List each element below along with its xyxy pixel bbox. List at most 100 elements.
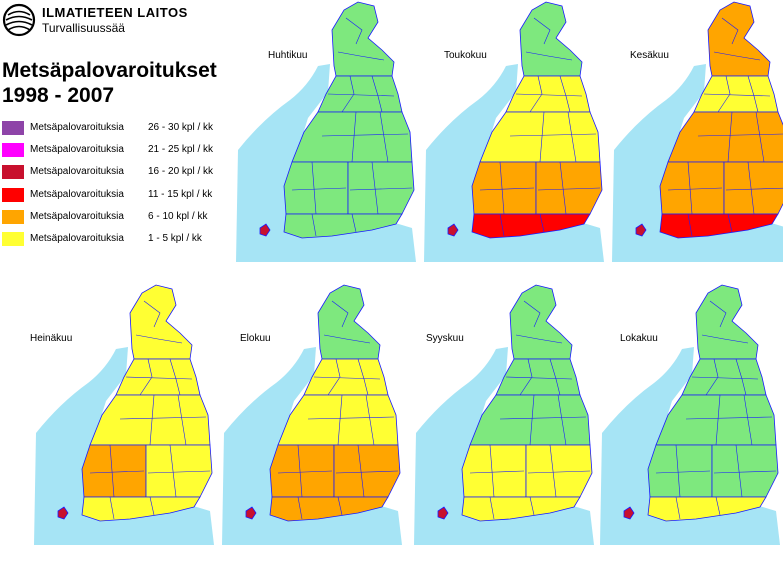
region-border <box>337 394 343 446</box>
region-border <box>125 376 193 380</box>
region-border <box>529 496 535 516</box>
region-central <box>655 394 777 446</box>
region-central <box>89 394 211 446</box>
region-central <box>479 111 601 163</box>
region-border <box>341 75 355 113</box>
region-border <box>489 496 495 520</box>
region-border <box>515 93 583 97</box>
finland-map <box>236 1 416 262</box>
region-coast <box>461 496 581 522</box>
region-border <box>135 334 183 344</box>
region-border <box>357 358 369 396</box>
region-border <box>675 444 681 498</box>
legend-range: 1 - 5 kpl / kk <box>148 232 202 244</box>
region-border <box>549 444 557 498</box>
legend-swatch <box>2 187 24 202</box>
region-coast <box>647 496 767 522</box>
month-label: Lokakuu <box>620 333 658 344</box>
month-map-panel: Elokuu <box>218 283 414 563</box>
month-map-panel: Toukokuu <box>420 0 616 280</box>
region-border <box>687 161 693 215</box>
region-border <box>311 213 317 237</box>
region-border <box>499 416 587 420</box>
region-border <box>709 300 727 328</box>
aland-islands <box>259 223 271 237</box>
title-line-2: 1998 - 2007 <box>2 84 115 107</box>
region-coast <box>81 496 201 522</box>
region-south-east <box>711 444 779 498</box>
sea-area <box>612 64 783 262</box>
legend: Metsäpalovaroituksia 26 - 30 kpl / kk Mets… <box>2 118 242 251</box>
region-coast <box>659 213 779 239</box>
region-south-east <box>723 161 783 215</box>
month-map-panel: Kesäkuu <box>608 0 783 280</box>
region-border <box>515 334 563 344</box>
region-border <box>357 444 365 498</box>
region-border <box>557 394 567 446</box>
region-border <box>177 394 187 446</box>
month-label: Toukokuu <box>444 50 487 61</box>
region-border <box>747 161 755 215</box>
legend-range: 21 - 25 kpl / kk <box>148 144 214 156</box>
region-border <box>713 470 777 474</box>
region-south-east <box>535 161 603 215</box>
region-border <box>523 300 541 328</box>
region-border <box>479 187 535 191</box>
legend-label: Metsäpalovaroituksia <box>30 122 124 133</box>
region-border <box>489 444 495 498</box>
region-border <box>755 111 765 163</box>
month-map-panel: Lokakuu <box>596 283 783 563</box>
legend-swatch <box>2 143 24 158</box>
legend-item: Metsäpalovaroituksia 21 - 25 kpl / kk <box>2 140 242 162</box>
region-border <box>297 444 303 498</box>
region-border <box>499 213 505 237</box>
aland-islands <box>245 506 257 520</box>
region-border <box>351 213 357 233</box>
region-border <box>311 161 317 215</box>
region-border <box>667 187 723 191</box>
month-map-panel: Heinäkuu <box>30 283 226 563</box>
region-border <box>139 358 153 396</box>
legend-range: 6 - 10 kpl / kk <box>148 210 208 222</box>
region-border <box>509 133 597 137</box>
finland-map <box>222 284 402 545</box>
page-title: Metsäpalovaroitukset 1998 - 2007 <box>2 58 242 108</box>
region-border <box>149 496 155 516</box>
sea-area <box>424 64 604 262</box>
region-border <box>525 51 573 61</box>
finland-map <box>414 284 594 545</box>
region-north <box>509 284 573 360</box>
sea-area <box>414 347 594 545</box>
region-border <box>351 111 357 163</box>
region-border <box>725 187 783 191</box>
sea-area <box>236 64 416 262</box>
region-border <box>727 213 733 233</box>
region-border <box>675 496 681 520</box>
region-border <box>169 358 181 396</box>
region-border <box>505 376 573 380</box>
region-border <box>527 470 591 474</box>
region-border <box>335 470 399 474</box>
aland-islands <box>623 506 635 520</box>
legend-item: Metsäpalovaroituksia 16 - 20 kpl / kk <box>2 162 242 184</box>
legend-range: 26 - 30 kpl / kk <box>148 122 214 133</box>
legend-range: 11 - 15 kpl / kk <box>148 188 213 200</box>
region-border <box>519 358 533 396</box>
region-border <box>313 376 381 380</box>
region-border <box>365 394 375 446</box>
region-border <box>721 17 739 45</box>
region-central <box>667 111 783 163</box>
region-border <box>533 17 551 45</box>
institute-header: ILMATIETEEN LAITOS Turvallisuussää <box>2 3 232 43</box>
region-border <box>537 187 601 191</box>
institute-name: ILMATIETEEN LAITOS <box>42 5 188 20</box>
legend-swatch <box>2 121 24 135</box>
region-border <box>743 394 753 446</box>
region-south-east <box>525 444 593 498</box>
region-border <box>379 111 389 163</box>
region-border <box>143 300 161 328</box>
region-border <box>655 470 711 474</box>
region-border <box>109 496 115 520</box>
region-border <box>169 444 177 498</box>
region-border <box>529 75 543 113</box>
